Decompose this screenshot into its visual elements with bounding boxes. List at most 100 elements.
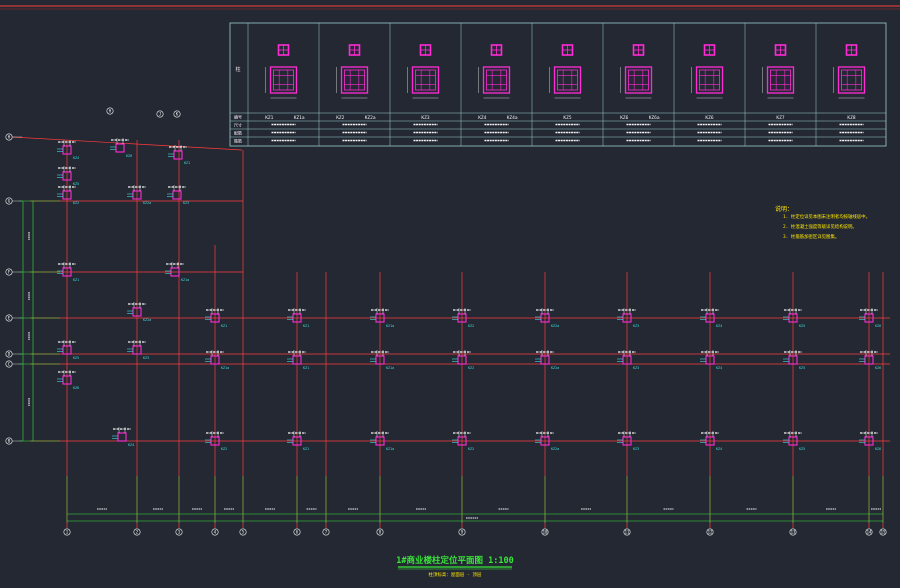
column-label: KZ5 — [799, 366, 805, 370]
axis-bubble-v — [211, 528, 219, 536]
column-label: KZ2 — [73, 201, 79, 205]
column-marker: KZ3 — [617, 431, 639, 451]
column-label: KZ4 — [716, 324, 722, 328]
axis-bubble-v — [706, 528, 714, 536]
column-label: KZ2 — [468, 447, 474, 451]
column-marker: KZ1a — [370, 431, 394, 451]
column-marker: KZ2 — [452, 431, 474, 451]
column-marker: KZ2 — [452, 308, 474, 328]
table-column-id: KZ7 — [776, 115, 784, 121]
axis-bubble-v — [63, 528, 71, 536]
column-outline — [62, 171, 72, 181]
column-marker: KZ6 — [110, 138, 132, 158]
column-outline — [788, 313, 798, 323]
column-stirrup — [415, 69, 436, 91]
column-label: KZ5 — [73, 182, 79, 186]
axis-label-v: 1 — [66, 530, 69, 535]
table-row-label: 配筋 — [234, 130, 242, 136]
axis-label-top: K — [176, 112, 179, 117]
axis-bubble-v — [133, 528, 141, 536]
table-column-id: KZ6 — [705, 115, 713, 121]
column-label: KZ5 — [73, 356, 79, 360]
column-marker: KZ4 — [112, 427, 134, 447]
table-header-left: 柱 — [235, 66, 240, 73]
column-label: KZ2a — [143, 318, 151, 322]
note-item-1: 1. 柱定位详见本图未注明者均按轴线居中。 — [783, 213, 870, 220]
table-column-cell: KZ3 — [407, 44, 440, 142]
note-item-2: 2. 柱混凝土强度等级详见结构说明。 — [783, 223, 857, 230]
column-outline — [864, 436, 874, 446]
axis-label-v: 10 — [543, 530, 548, 535]
column-stirrup — [486, 69, 507, 91]
column-marker: KZ1 — [287, 308, 309, 328]
column-label: KZ1a — [181, 278, 189, 282]
axis-label-v: 2 — [136, 530, 139, 535]
column-label: KZ5 — [799, 447, 805, 451]
axis-label-v: 9 — [461, 530, 464, 535]
axis-label-v: 4 — [214, 530, 217, 535]
axis-bubble-v — [376, 528, 384, 536]
axis-label-h: C — [8, 362, 11, 367]
axis-bubble-v — [458, 528, 466, 536]
column-outline — [62, 190, 72, 200]
axis-bubble-top — [173, 110, 181, 118]
axis-label-v: 13 — [791, 530, 796, 535]
column-stirrup — [770, 69, 791, 91]
column-stirrup — [628, 69, 649, 91]
dimension-lines — [19, 200, 884, 523]
axis-label-v: 11 — [625, 530, 630, 535]
column-label: KZ2 — [221, 447, 227, 451]
drawing-title-block: 1#商业楼柱定位平面图 1:100 柱顶标高：屋面层 - 顶层 — [396, 555, 513, 578]
column-label: KZ4 — [73, 156, 79, 160]
column-label: KZ1a — [386, 447, 394, 451]
column-markers: KZ1 KZ1a KZ2 KZ2a KZ3 KZ4 KZ5 KZ6 KZ1 KZ1a KZ2 KZ2a… — [57, 138, 881, 451]
column-section — [837, 66, 866, 94]
table-column-cell: KZ6 — [691, 44, 724, 142]
column-outline — [292, 355, 302, 365]
column-stirrup — [841, 69, 862, 91]
column-outline — [622, 355, 632, 365]
table-column-id: KZ2 — [336, 115, 344, 121]
column-outline — [117, 432, 127, 442]
column-outline — [210, 355, 220, 365]
axis-bubble-v — [879, 528, 887, 536]
column-label: KZ3 — [633, 324, 639, 328]
column-marker: KZ1 — [205, 308, 227, 328]
column-label: KZ6 — [126, 154, 132, 158]
axis-label-h: D — [8, 352, 11, 357]
column-label: KZ1 — [184, 161, 190, 165]
column-label: KZ1a — [386, 324, 394, 328]
column-label: KZ2a — [551, 324, 559, 328]
table-row-label: 箍筋 — [234, 138, 242, 144]
column-label: KZ1 — [221, 324, 227, 328]
column-marker: KZ1a — [165, 262, 189, 282]
column-section — [695, 66, 724, 94]
axis-line-h-slanted — [11, 136, 243, 151]
column-stirrup — [344, 69, 365, 91]
column-label: KZ6 — [875, 447, 881, 451]
column-marker: KZ3 — [617, 350, 639, 370]
column-marker: KZ2 — [57, 185, 79, 205]
column-label: KZ6 — [73, 386, 79, 390]
column-outline — [62, 267, 72, 277]
table-column-id: KZ8 — [847, 115, 855, 121]
table-column-id: KZ2a — [365, 115, 376, 121]
column-stirrup — [699, 69, 720, 91]
column-marker: KZ4 — [700, 308, 722, 328]
column-marker: KZ1a — [205, 350, 229, 370]
column-label: KZ1a — [221, 366, 229, 370]
column-marker: KZ2a — [127, 185, 151, 205]
column-marker: KZ6 — [859, 431, 881, 451]
column-label: KZ3 — [143, 356, 149, 360]
column-outline — [540, 355, 550, 365]
column-marker: KZ5 — [57, 166, 79, 186]
column-label: KZ1 — [73, 278, 79, 282]
column-marker: KZ2a — [127, 302, 151, 322]
column-outline — [132, 190, 142, 200]
table-column-id: KZ1a — [294, 115, 305, 121]
axis-label-v: 12 — [708, 530, 713, 535]
column-marker: KZ5 — [783, 350, 805, 370]
column-marker: KZ1a — [370, 308, 394, 328]
column-outline — [788, 436, 798, 446]
